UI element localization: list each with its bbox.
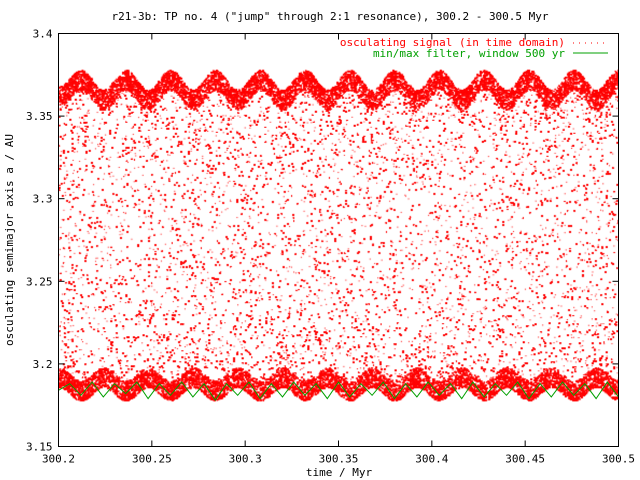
y-tick-label: 3.3: [33, 193, 53, 206]
y-tick-label: 3.25: [26, 275, 53, 288]
x-tick-label: 300.5: [602, 453, 635, 466]
x-tick-label: 300.25: [132, 453, 172, 466]
axis-ticks: 300.2 300.25 300.3 300.35 300.4 300.45 300.5 3.…: [26, 28, 635, 466]
y-tick-label: 3.15: [26, 441, 53, 454]
x-tick-label: 300.35: [319, 453, 359, 466]
y-tick-label: 3.4: [33, 28, 53, 41]
osculating-signal-points: [58, 33, 619, 447]
legend-label-osculating-signal: osculating signal (in time domain): [340, 36, 565, 49]
min-max-filter-line: [58, 381, 619, 402]
x-tick-label: 300.2: [42, 453, 75, 466]
chart-title: r21-3b: TP no. 4 ("jump" through 2:1 res…: [111, 10, 548, 23]
y-tick-label: 3.2: [33, 358, 53, 371]
x-tick-label: 300.3: [229, 453, 262, 466]
y-tick-label: 3.35: [26, 110, 53, 123]
plot-frame: [58, 33, 619, 447]
y-axis-label: osculating semimajor axis a / AU: [3, 134, 16, 346]
legend-label-min-max-filter: min/max filter, window 500 yr: [373, 47, 565, 60]
legend: osculating signal (in time domain) min/m…: [340, 36, 608, 60]
x-tick-label: 300.4: [415, 453, 448, 466]
x-tick-label: 300.45: [505, 453, 545, 466]
plot-data: [58, 33, 619, 447]
x-axis-label: time / Myr: [306, 466, 373, 479]
